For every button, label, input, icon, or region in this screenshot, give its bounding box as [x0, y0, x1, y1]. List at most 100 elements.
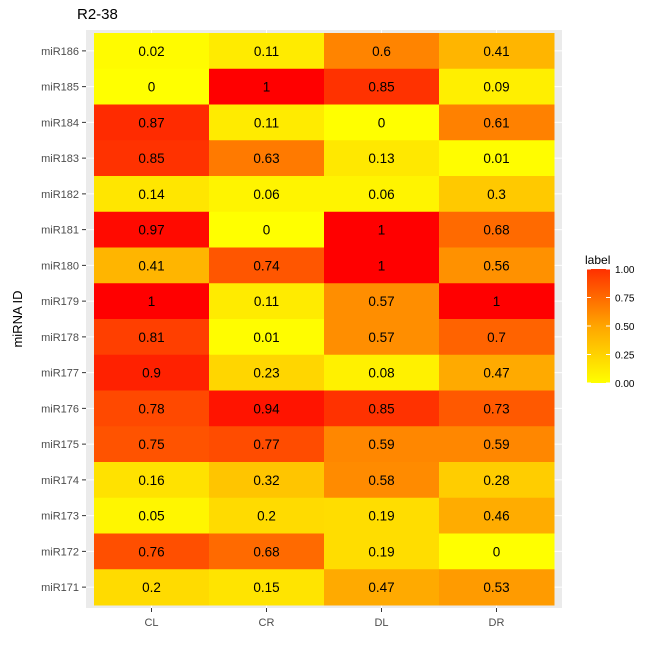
heatmap-cell: [209, 319, 325, 356]
cell-value-label: 0.28: [483, 473, 509, 488]
heatmap-cell: [94, 497, 210, 534]
heatmap-cell: [439, 211, 555, 248]
cell-value-label: 0.02: [138, 44, 164, 59]
heatmap-cell: [94, 354, 210, 391]
heatmap-cell: [94, 104, 210, 141]
cell-value-label: 0.63: [253, 151, 279, 166]
y-tick-label: miR185: [41, 82, 79, 94]
x-tick-label: DL: [374, 617, 388, 629]
heatmap-cell: [439, 140, 555, 177]
heatmap-cell: [94, 247, 210, 284]
cell-value-label: 0.01: [253, 330, 279, 345]
cell-value-label: 0.2: [257, 509, 276, 524]
x-tick-label: DR: [489, 617, 505, 629]
heatmap-cell: [94, 176, 210, 213]
cell-value-label: 0.85: [368, 401, 394, 416]
cell-value-label: 0.73: [483, 401, 509, 416]
legend-tick-label: 0.75: [615, 294, 635, 305]
cell-value-label: 1: [493, 294, 501, 309]
heatmap-cells: [94, 33, 555, 606]
cell-value-label: 0.68: [253, 544, 279, 559]
heatmap-cell: [324, 426, 440, 463]
legend-tick-label: 1.00: [615, 265, 635, 276]
y-tick-label: miR182: [41, 189, 79, 201]
cell-value-label: 0.81: [138, 330, 164, 345]
heatmap-cell: [439, 319, 555, 356]
cell-value-label: 0.23: [253, 366, 279, 381]
cell-value-label: 0.74: [253, 258, 280, 273]
cell-value-label: 0.08: [368, 366, 394, 381]
cell-value-label: 0.41: [138, 258, 164, 273]
x-axis-ticks: CL CR DL DR: [144, 608, 504, 629]
heatmap-cell: [209, 426, 325, 463]
heatmap-cell: [209, 176, 325, 213]
cell-value-label: 0.47: [483, 366, 509, 381]
y-tick-label: miR186: [41, 46, 79, 58]
cell-value-label: 0: [378, 115, 386, 130]
heatmap-cell: [94, 390, 210, 427]
cell-value-label: 0.09: [483, 80, 509, 95]
heatmap-cell: [94, 283, 210, 320]
cell-value-label: 0.6: [372, 44, 391, 59]
heatmap-cell: [209, 462, 325, 499]
heatmap-cell: [324, 104, 440, 141]
heatmap-cell: [324, 283, 440, 320]
y-tick-label: miR174: [41, 475, 79, 487]
heatmap-cell: [324, 497, 440, 534]
cell-value-label: 1: [378, 258, 386, 273]
heatmap-cell: [324, 33, 440, 70]
y-tick-label: miR172: [41, 546, 79, 558]
cell-value-label: 0.11: [254, 44, 279, 59]
heatmap-cell: [439, 497, 555, 534]
cell-value-label: 0.3: [487, 187, 506, 202]
cell-value-labels: 0.02 0.11 0.6 0.41 0 1 0.85 0.09 0.87 0.11 0 0.61 0.…: [138, 44, 509, 595]
heatmap-cell: [439, 68, 555, 105]
heatmap-cell: [324, 140, 440, 177]
heatmap-cell: [439, 354, 555, 391]
cell-value-label: 0.58: [368, 473, 394, 488]
cell-value-label: 0: [148, 80, 156, 95]
heatmap-cell: [94, 462, 210, 499]
heatmap-cell: [439, 569, 555, 606]
heatmap-cell: [439, 533, 555, 570]
y-tick-label: miR183: [41, 153, 79, 165]
heatmap-cell: [324, 211, 440, 248]
cell-value-label: 0.57: [368, 330, 394, 345]
heatmap-cell: [439, 462, 555, 499]
cell-value-label: 0.68: [483, 223, 509, 238]
cell-value-label: 0.85: [368, 80, 394, 95]
y-tick-label: miR181: [41, 225, 79, 237]
cell-value-label: 0.77: [253, 437, 279, 452]
x-tick-label: CR: [259, 617, 275, 629]
heatmap-cell: [209, 497, 325, 534]
cell-value-label: 0.14: [138, 187, 165, 202]
y-tick-label: miR178: [41, 332, 79, 344]
cell-value-label: 0.7: [487, 330, 506, 345]
heatmap-cell: [439, 176, 555, 213]
cell-value-label: 0.13: [368, 151, 394, 166]
y-tick-label: miR180: [41, 260, 79, 272]
cell-value-label: 0: [493, 544, 501, 559]
heatmap-cell: [324, 319, 440, 356]
heatmap-cell: [324, 247, 440, 284]
cell-value-label: 0.87: [138, 115, 164, 130]
y-tick-label: miR184: [41, 117, 79, 129]
heatmap-cell: [439, 33, 555, 70]
cell-value-label: 0.56: [483, 258, 509, 273]
heatmap-cell: [94, 319, 210, 356]
cell-value-label: 0.41: [483, 44, 509, 59]
heatmap-cell: [209, 569, 325, 606]
cell-value-label: 0.59: [368, 437, 394, 452]
cell-value-label: 0.78: [138, 401, 164, 416]
heatmap-cell: [209, 140, 325, 177]
heatmap-cell: [439, 283, 555, 320]
y-tick-label: miR175: [41, 439, 79, 451]
heatmap-cell: [209, 211, 325, 248]
y-axis-title: miRNA ID: [10, 290, 25, 347]
cell-value-label: 0.59: [483, 437, 509, 452]
cell-value-label: 0.61: [483, 115, 509, 130]
cell-value-label: 1: [263, 80, 271, 95]
heatmap-cell: [94, 569, 210, 606]
heatmap-cell: [324, 390, 440, 427]
legend-ticks: 1.00 0.75 0.50 0.25 0.00: [587, 265, 635, 390]
